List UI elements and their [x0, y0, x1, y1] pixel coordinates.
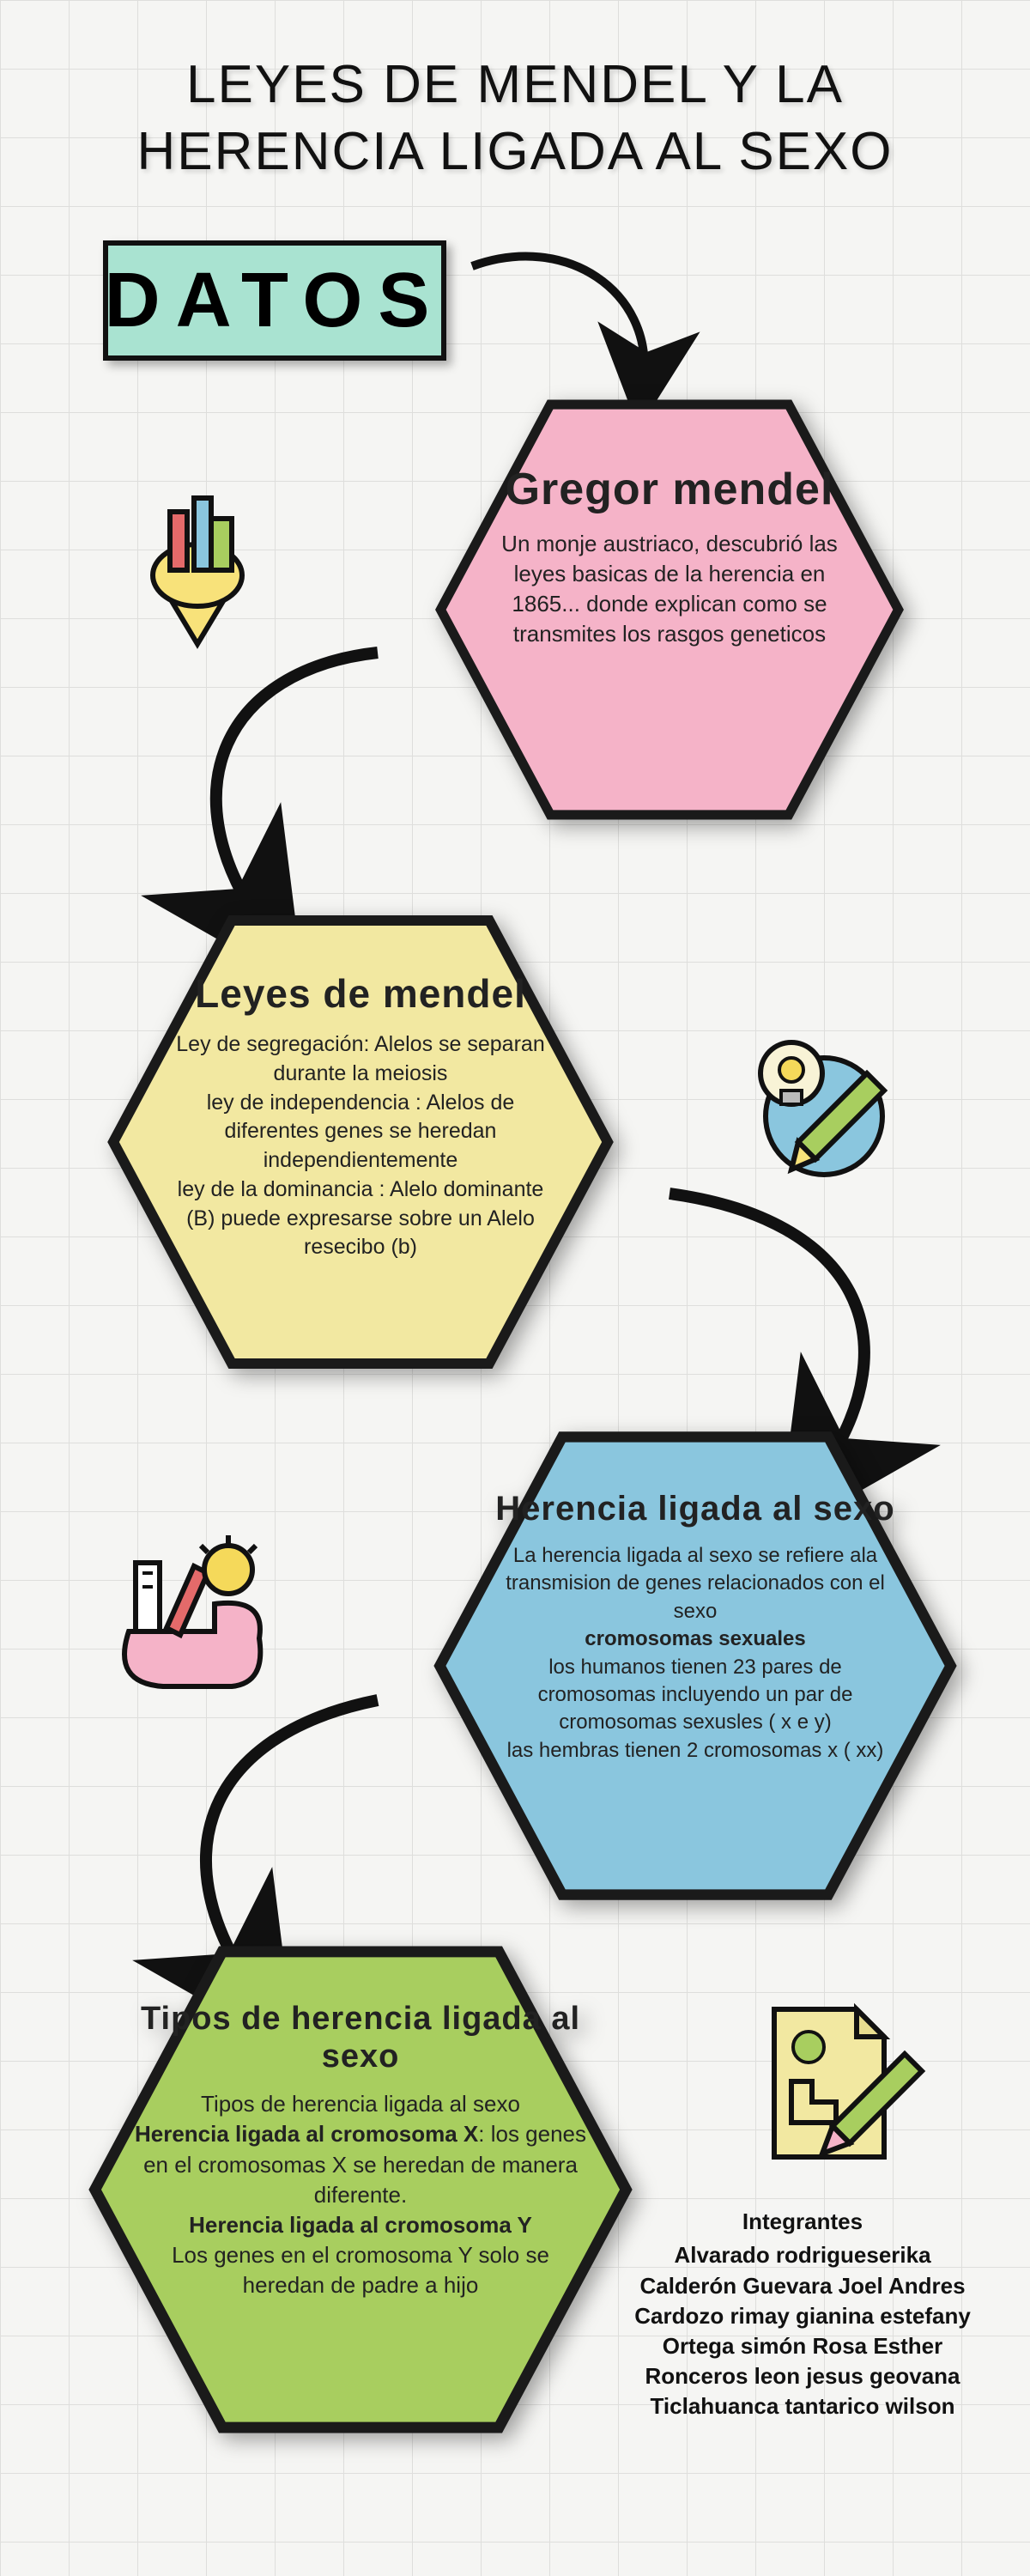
arrow-1 [464, 240, 687, 412]
lightbulb-pencil-icon [112, 481, 283, 653]
hex2-body: Ley de segregación: Alelos se separan du… [163, 1030, 558, 1262]
hex-leyes-mendel: Leyes de mendel Ley de segregación: Alel… [103, 910, 618, 1374]
arrow-2 [154, 635, 429, 945]
member-5: Ronceros leon jesus geovana [627, 2361, 978, 2391]
members-block: Integrantes Alvarado rodrigueserika Cald… [627, 2207, 978, 2421]
hex-herencia-sexo: Herencia ligada al sexo La herencia liga… [429, 1425, 961, 1906]
hex-tipos-herencia: Tipos de herencia ligada al sexo Tipos d… [77, 1941, 644, 2439]
hex3-body: La herencia ligada al sexo se refiere al… [489, 1542, 901, 1765]
member-3: Cardozo rimay gianina estefany [627, 2301, 978, 2331]
member-6: Ticlahuanca tantarico wilson [627, 2391, 978, 2421]
document-pencil-icon [747, 1992, 936, 2181]
brain-tools-icon [94, 1528, 283, 1700]
hex1-body: Un monje austriaco, descubrió las leyes … [489, 529, 850, 649]
hex4-title: Tipos de herencia ligada al sexo [129, 2001, 592, 2075]
hex2-title: Leyes de mendel [195, 970, 526, 1017]
page-title: LEYES DE MENDEL Y LA HERENCIA LIGADA AL … [103, 52, 927, 185]
member-1: Alvarado rodrigueserika [627, 2240, 978, 2270]
member-2: Calderón Guevara Joel Andres [627, 2271, 978, 2301]
hex3-title: Herencia ligada al sexo [495, 1490, 894, 1528]
hex4-body: Tipos de herencia ligada al sexoHerencia… [129, 2089, 592, 2300]
members-title: Integrantes [627, 2207, 978, 2237]
datos-label-box: DATOS [103, 240, 446, 361]
hex1-title: Gregor mendel [506, 464, 834, 515]
hex-gregor-mendel: Gregor mendel Un monje austriaco, descub… [429, 395, 910, 824]
member-4: Ortega simón Rosa Esther [627, 2331, 978, 2361]
